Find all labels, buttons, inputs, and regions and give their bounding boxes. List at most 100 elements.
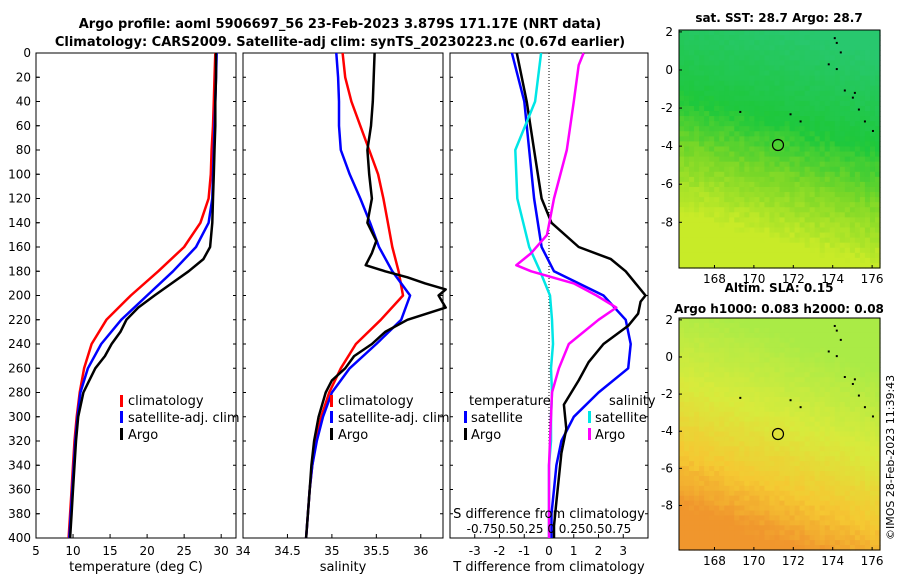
heatmap-cell	[824, 426, 831, 433]
heatmap-cell	[689, 227, 695, 234]
heatmap-cell	[869, 332, 876, 339]
heatmap-cell	[724, 372, 730, 378]
heatmap-cell	[824, 161, 831, 168]
heatmap-cell	[754, 436, 761, 443]
heatmap-cell	[764, 515, 771, 521]
heatmap-cell	[849, 202, 856, 208]
heatmap-cell	[824, 421, 831, 428]
heatmap-cell	[789, 151, 796, 158]
heatmap-cell	[824, 322, 831, 329]
heatmap-cell	[709, 461, 715, 467]
heatmap-cell	[834, 525, 841, 531]
heatmap-cell	[834, 95, 841, 102]
heatmap-cell	[749, 105, 755, 112]
heatmap-cell	[834, 322, 841, 329]
heatmap-cell	[809, 30, 816, 36]
heatmap-cell	[764, 60, 771, 67]
heatmap-cell	[744, 70, 750, 77]
heatmap-cell	[759, 520, 766, 526]
heatmap-cell	[859, 352, 866, 359]
heatmap-cell	[759, 387, 766, 393]
heatmap-cell	[869, 436, 876, 443]
heatmap-cell	[754, 387, 761, 393]
heatmap-cell	[819, 327, 826, 334]
heatmap-cell	[709, 515, 715, 521]
heatmap-cell	[679, 357, 685, 364]
heatmap-cell	[819, 466, 826, 472]
map-x-tick-label: 172	[782, 554, 805, 568]
heatmap-cell	[799, 495, 806, 502]
heatmap-cell	[714, 392, 720, 398]
heatmap-cell	[864, 80, 871, 87]
heatmap-cell	[834, 372, 841, 378]
heatmap-cell	[749, 100, 755, 107]
heatmap-cell	[754, 530, 761, 536]
heatmap-cell	[869, 352, 876, 359]
heatmap-cell	[869, 382, 876, 388]
x-tick-label: 25	[177, 544, 192, 558]
heatmap-cell	[719, 515, 725, 521]
heatmap-cell	[749, 30, 755, 36]
heatmap-cell	[839, 55, 846, 61]
heatmap-cell	[864, 242, 871, 249]
heatmap-cell	[684, 161, 690, 168]
heatmap-cell	[849, 342, 856, 349]
heatmap-cell	[834, 151, 841, 158]
heatmap-cell	[739, 411, 745, 418]
heatmap-cell	[739, 141, 745, 148]
heatmap-cell	[694, 222, 700, 229]
heatmap-cell	[729, 471, 735, 477]
heatmap-cell	[729, 50, 735, 56]
heatmap-cell	[834, 197, 841, 203]
heatmap-cell	[744, 40, 750, 46]
heatmap-cell	[824, 510, 831, 517]
heatmap-cell	[814, 105, 821, 112]
heatmap-cell	[694, 485, 700, 492]
heatmap-cell	[784, 111, 791, 117]
heatmap-cell	[679, 318, 685, 324]
heatmap-cell	[844, 80, 851, 87]
heatmap-cell	[864, 227, 871, 234]
heatmap-cell	[864, 401, 871, 408]
heatmap-cell	[689, 85, 695, 92]
heatmap-cell	[794, 30, 801, 36]
heatmap-cell	[824, 186, 831, 193]
heatmap-cell	[724, 237, 730, 244]
heatmap-cell	[844, 332, 851, 339]
heatmap-cell	[684, 515, 690, 521]
heatmap-cell	[759, 237, 766, 244]
legend-label-t-argo: Argo	[471, 428, 501, 443]
heatmap-cell	[704, 471, 710, 477]
heatmap-cell	[789, 387, 796, 393]
heatmap-cell	[764, 466, 771, 472]
heatmap-cell	[824, 55, 831, 61]
heatmap-cell	[714, 197, 720, 203]
heatmap-cell	[789, 111, 796, 117]
heatmap-cell	[724, 121, 730, 127]
heatmap-cell	[684, 60, 690, 67]
heatmap-cell	[709, 111, 715, 117]
heatmap-cell	[844, 505, 851, 512]
heatmap-cell	[684, 500, 690, 507]
heatmap-cell	[759, 257, 766, 264]
heatmap-cell	[824, 411, 831, 418]
heatmap-cell	[844, 416, 851, 423]
heatmap-cell	[739, 121, 745, 127]
heatmap-cell	[724, 181, 730, 188]
heatmap-cell	[749, 382, 755, 388]
heatmap-cell	[714, 367, 720, 373]
heatmap-cell	[869, 257, 876, 264]
heatmap-cell	[859, 451, 866, 457]
heatmap-cell	[684, 35, 690, 41]
heatmap-cell	[834, 217, 841, 224]
heatmap-cell	[779, 505, 786, 512]
heatmap-cell	[874, 80, 881, 87]
heatmap-cell	[759, 382, 766, 388]
heatmap-cell	[819, 237, 826, 244]
heatmap-cell	[734, 217, 740, 224]
heatmap-cell	[779, 111, 786, 117]
heatmap-cell	[724, 126, 730, 132]
heatmap-cell	[684, 471, 690, 477]
heatmap-cell	[684, 217, 690, 224]
heatmap-cell	[864, 505, 871, 512]
